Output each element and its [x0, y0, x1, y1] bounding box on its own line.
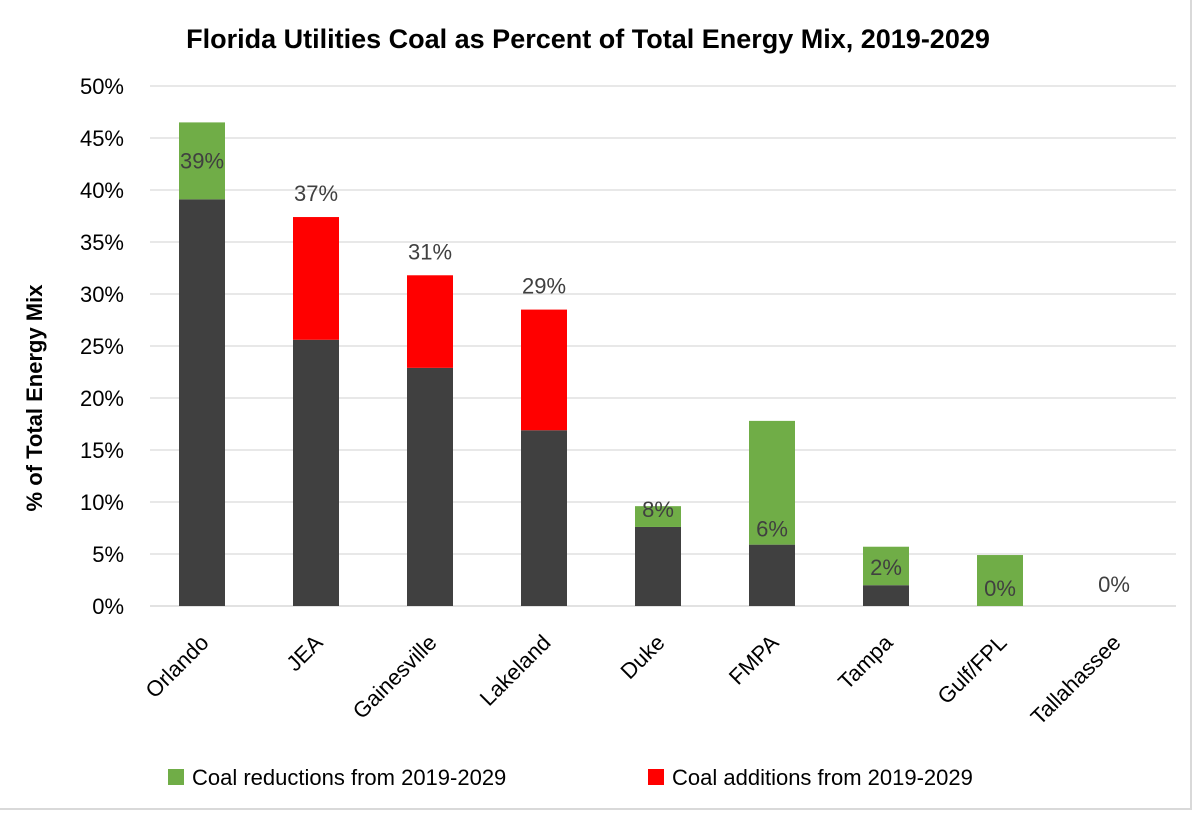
- x-tick-label: Lakeland: [475, 630, 556, 711]
- data-label: 37%: [294, 181, 338, 206]
- data-label: 6%: [756, 517, 788, 542]
- bar-additions-gainesville: [407, 275, 453, 368]
- legend-label-reductions: Coal reductions from 2019-2029: [192, 765, 506, 790]
- bar-base-gainesville: [407, 367, 453, 606]
- bar-additions-jea: [293, 217, 339, 340]
- data-label: 8%: [642, 497, 674, 522]
- x-tick-label: Gulf/FPL: [932, 630, 1011, 709]
- y-tick-label: 0%: [92, 594, 124, 619]
- bar-reductions-orlando: [179, 122, 225, 200]
- x-tick-label: JEA: [281, 630, 327, 676]
- bar-reductions-fmpa: [749, 420, 795, 545]
- x-tick-label: Tampa: [833, 629, 898, 694]
- data-labels: 39% 37% 31% 29% 8% 6% 2% 0% 0%: [180, 148, 1130, 601]
- data-label: 31%: [408, 239, 452, 264]
- bars: [179, 122, 1023, 607]
- x-tick-label: FMPA: [724, 630, 784, 690]
- bar-additions-lakeland: [521, 309, 567, 431]
- y-tick-label: 35%: [80, 230, 124, 255]
- y-tick-label: 5%: [92, 542, 124, 567]
- x-tick-label: Tallahassee: [1026, 630, 1126, 730]
- legend: Coal reductions from 2019-2029 Coal addi…: [168, 765, 973, 790]
- y-tick-label: 25%: [80, 334, 124, 359]
- legend-swatch-additions: [648, 769, 664, 785]
- bar-base-orlando: [179, 199, 225, 607]
- data-label: 0%: [1098, 572, 1130, 597]
- y-tick-label: 30%: [80, 282, 124, 307]
- data-label: 29%: [522, 274, 566, 299]
- x-tick-label: Duke: [616, 630, 670, 684]
- data-label: 39%: [180, 148, 224, 173]
- y-tick-label: 10%: [80, 490, 124, 515]
- y-tick-label: 50%: [80, 74, 124, 99]
- y-tick-label: 15%: [80, 438, 124, 463]
- x-tick-label: Orlando: [141, 630, 214, 703]
- bar-reductions-gulf-fpl: [977, 555, 1023, 606]
- y-axis-ticks: 0% 5% 10% 15% 20% 25% 30% 35% 40% 45% 50%: [80, 74, 124, 619]
- bar-base-jea: [293, 339, 339, 606]
- bar-reductions-duke: [635, 506, 681, 527]
- x-axis-ticks: Orlando JEA Gainesville Lakeland Duke FMPA Tam…: [141, 629, 1126, 729]
- y-tick-label: 40%: [80, 178, 124, 203]
- x-tick-label: Gainesville: [348, 630, 442, 724]
- data-label: 0%: [984, 576, 1016, 601]
- chart-title: Florida Utilities Coal as Percent of Tot…: [186, 24, 990, 54]
- y-tick-label: 45%: [80, 126, 124, 151]
- bar-base-fmpa: [749, 544, 795, 606]
- y-tick-label: 20%: [80, 386, 124, 411]
- bar-base-duke: [635, 526, 681, 606]
- bar-base-tampa: [863, 585, 909, 606]
- y-axis-label: % of Total Energy Mix: [22, 284, 47, 512]
- bar-base-lakeland: [521, 430, 567, 606]
- bar-reductions-tampa: [863, 546, 909, 586]
- data-label: 2%: [870, 555, 902, 580]
- legend-swatch-reductions: [168, 769, 184, 785]
- legend-label-additions: Coal additions from 2019-2029: [672, 765, 973, 790]
